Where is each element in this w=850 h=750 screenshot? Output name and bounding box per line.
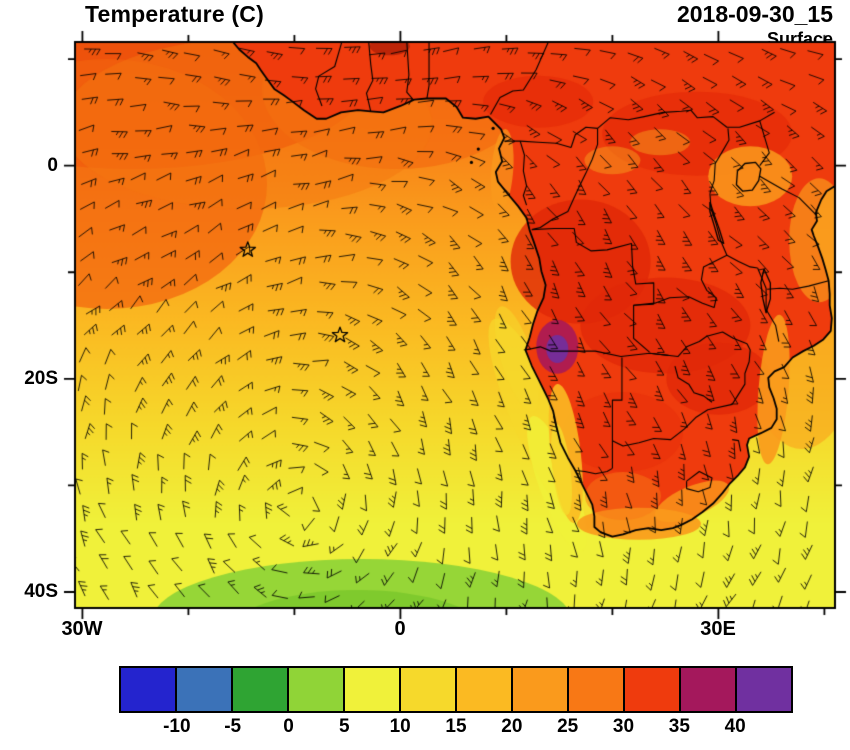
plot-datetime: 2018-09-30_15	[676, 1, 833, 27]
colorbar-tick-label: 35	[668, 716, 690, 737]
colorbar-tick-label: 40	[724, 716, 746, 737]
colorbar-cell	[345, 668, 401, 711]
colorbar-cell	[177, 668, 233, 711]
colorbar-tick-label: 5	[339, 716, 350, 737]
colorbar-cell	[625, 668, 681, 711]
colorbar-tick-label: 25	[557, 716, 579, 737]
colorbar-cell	[737, 668, 791, 711]
y-axis-tick-label-0: 0	[47, 155, 58, 176]
colorbar-cell	[401, 668, 457, 711]
colorbar-tick-label: 0	[283, 716, 294, 737]
colorbar-cell	[513, 668, 569, 711]
colorbar-tick-label: 20	[501, 716, 523, 737]
colorbar-cell	[121, 668, 177, 711]
colorbar-labels: -10 -5 0 5 10 15 20 25 30 35 40	[0, 716, 850, 744]
x-axis-tick-label-30w: 30W	[61, 618, 103, 640]
colorbar-cell	[569, 668, 625, 711]
colorbar-tick-label: -5	[224, 716, 242, 737]
colorbar-cell	[457, 668, 513, 711]
colorbar-tick-label: 15	[445, 716, 467, 737]
colorbar-tick-label: 30	[612, 716, 635, 737]
x-axis-tick-label-30e: 30E	[700, 618, 736, 640]
colorbar-tick-label: -10	[163, 716, 191, 737]
y-axis-tick-label-20s: 20S	[24, 368, 58, 389]
colorbar-cell	[681, 668, 737, 711]
y-axis-tick-label-40s: 40S	[24, 581, 58, 602]
plot-title: Temperature (C)	[85, 1, 264, 27]
x-axis-tick-label-0: 0	[394, 618, 406, 640]
colorbar-cell	[233, 668, 289, 711]
temperature-map-canvas	[62, 29, 848, 621]
colorbar	[119, 666, 793, 713]
colorbar-tick-label: 10	[389, 716, 411, 737]
colorbar-cell	[289, 668, 345, 711]
